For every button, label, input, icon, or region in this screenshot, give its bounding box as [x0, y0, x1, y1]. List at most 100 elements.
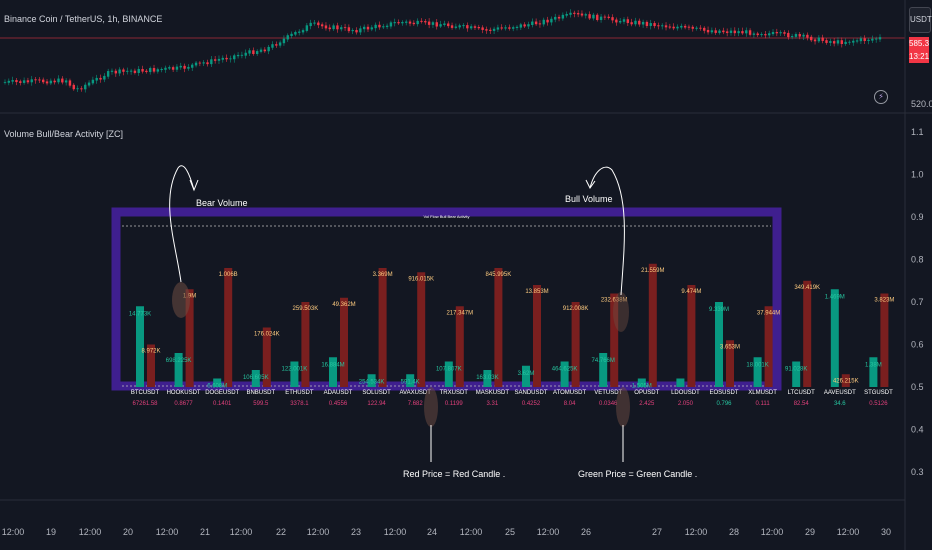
bear-value-label: 259.503K: [293, 306, 319, 312]
y-tick-label: 1.0: [911, 170, 924, 180]
candle-body: [229, 58, 232, 60]
candle-body: [664, 25, 668, 28]
candle-body: [301, 30, 305, 33]
candle-body: [64, 80, 68, 83]
bear-value-label: 37.944M: [757, 310, 780, 316]
x-tick-label: 12:00: [837, 527, 860, 537]
indicator-title: Volume Bull/Bear Activity [ZC]: [4, 129, 124, 139]
candle-body: [34, 79, 37, 81]
candle-body: [443, 23, 446, 25]
bull-bar: [522, 365, 530, 387]
candle-body: [703, 27, 706, 31]
candle-body: [561, 14, 565, 19]
frame-layer: Vol Flow Bull Bear Activity: [111, 207, 782, 391]
candle-body: [126, 70, 129, 72]
candle-body: [852, 40, 855, 43]
bull-bar: [251, 370, 260, 387]
candle-body: [397, 22, 400, 24]
candle-body: [508, 27, 511, 29]
candle-body: [374, 24, 377, 29]
x-tick-label: 12:00: [2, 527, 25, 537]
candle-body: [198, 62, 202, 64]
bear-value-label: 176.024K: [254, 332, 280, 338]
candle-body: [737, 31, 740, 34]
candle-body: [511, 27, 515, 29]
bull-value-label: 16.884M: [321, 362, 344, 368]
category-label: SANDUSDT: [514, 390, 547, 396]
candle-body: [683, 25, 687, 28]
candle-body: [236, 54, 240, 57]
candle-body: [194, 62, 198, 66]
candle-body: [687, 26, 691, 28]
candle-body: [191, 64, 194, 68]
candle-body: [542, 19, 545, 25]
bull-bar: [792, 361, 801, 387]
candle-body: [825, 40, 828, 43]
candle-body: [584, 14, 587, 16]
candle-body: [855, 40, 859, 42]
candle-body: [49, 80, 53, 84]
x-tick-label: 29: [805, 527, 815, 537]
green-price-annotation: Green Price = Green Candle .: [578, 469, 697, 479]
lightning-icon[interactable]: ⚡: [874, 90, 888, 104]
bull-value-label: 3.62M: [518, 371, 535, 377]
candle-body: [412, 22, 416, 25]
bull-value-label: 591.4K: [401, 379, 420, 385]
x-tick-label: 27: [652, 527, 662, 537]
indicator-frame: [111, 207, 782, 391]
y-tick-label: 0.7: [911, 297, 924, 307]
candle-body: [95, 77, 98, 81]
candle-body: [569, 12, 572, 15]
candle-body: [729, 30, 733, 33]
candle-body: [80, 88, 83, 90]
candle-body: [309, 22, 312, 27]
candle-body: [103, 75, 106, 80]
candle-body: [557, 16, 561, 19]
candle-body: [599, 16, 603, 21]
candle-body: [473, 26, 477, 28]
candle-body: [26, 80, 30, 83]
bear-bar: [147, 344, 155, 387]
bear-bar: [185, 289, 194, 387]
annotations-layer: Bear Volume Bull Volume Red Price = Red Ca…: [169, 165, 697, 479]
bear-bar: [803, 280, 812, 387]
candle-body: [745, 30, 748, 34]
bull-value-label: 6.608M: [207, 384, 227, 390]
bull-value-label: 1.469M: [825, 294, 845, 300]
price-label: 3378.1: [290, 401, 309, 407]
candle-body: [725, 31, 729, 33]
last-price-tag: 585.3: [909, 37, 930, 50]
candle-body: [408, 21, 412, 24]
bull-bar: [560, 361, 569, 387]
price-label: 3.31: [487, 401, 499, 407]
bear-value-label: 217.347M: [446, 310, 473, 316]
currency-button[interactable]: USDT: [909, 7, 932, 33]
bull-bar: [599, 353, 608, 387]
candle-body: [45, 81, 49, 84]
candle-body: [554, 16, 557, 20]
price-label: 2.050: [678, 401, 694, 407]
candle-body: [61, 78, 64, 83]
bear-value-label: 13.853M: [525, 289, 548, 295]
candle-body: [588, 14, 591, 19]
candle-body: [84, 84, 87, 90]
candle-body: [106, 71, 110, 77]
candle-body: [653, 23, 656, 27]
symbol-title: Binance Coin / TetherUS, 1h, BINANCE: [4, 14, 163, 24]
x-tick-label: 19: [46, 527, 56, 537]
bull-value-label: 254.534K: [359, 379, 385, 385]
candle-body: [718, 30, 721, 33]
bull-bar: [367, 374, 376, 387]
labels-layer: 14.773K8.972KBTCUSDT67261.58698.225K1.9M…: [129, 268, 895, 407]
bull-bar: [483, 370, 492, 387]
bear-bar: [340, 297, 348, 387]
candle-body: [156, 69, 160, 72]
category-label: AVAXUSDT: [399, 390, 431, 396]
bull-value-label: 698.225K: [166, 358, 192, 364]
candle-body: [576, 13, 580, 15]
candle-body: [202, 62, 205, 64]
candle-body: [320, 24, 324, 27]
bull-bar: [715, 302, 723, 387]
candle-body: [580, 13, 584, 16]
